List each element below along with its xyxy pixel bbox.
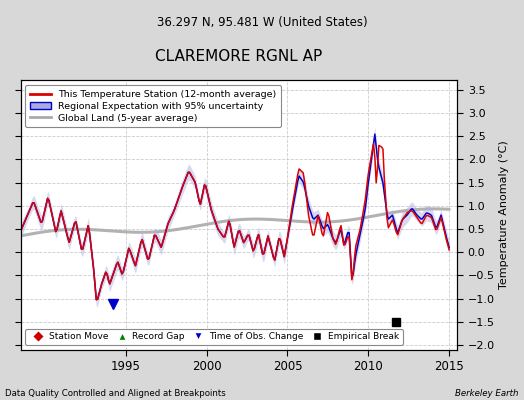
- Text: Berkeley Earth: Berkeley Earth: [455, 389, 519, 398]
- Text: Data Quality Controlled and Aligned at Breakpoints: Data Quality Controlled and Aligned at B…: [5, 389, 226, 398]
- Legend: Station Move, Record Gap, Time of Obs. Change, Empirical Break: Station Move, Record Gap, Time of Obs. C…: [25, 329, 403, 345]
- Title: CLAREMORE RGNL AP: CLAREMORE RGNL AP: [155, 49, 323, 64]
- Y-axis label: Temperature Anomaly (°C): Temperature Anomaly (°C): [499, 141, 509, 289]
- Text: 36.297 N, 95.481 W (United States): 36.297 N, 95.481 W (United States): [157, 16, 367, 29]
